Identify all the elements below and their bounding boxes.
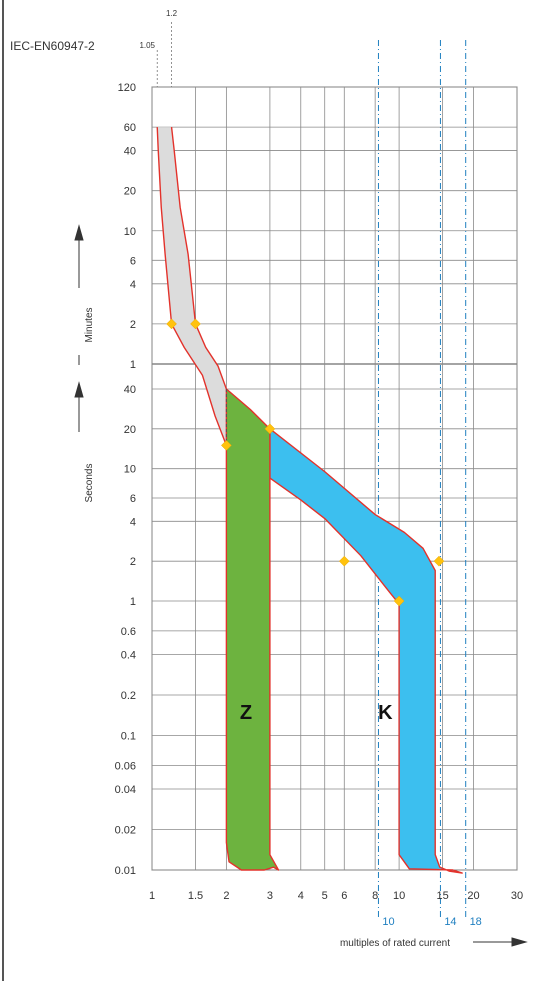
y-tick-label: 0.4 [121, 650, 136, 662]
x-arrow-icon [511, 937, 528, 947]
y-tick-label: 10 [124, 226, 136, 238]
axis-arrows [74, 224, 528, 947]
marker-points [166, 318, 445, 607]
y-tick-label: 120 [118, 82, 136, 94]
zone-k-label: K [378, 702, 393, 724]
y-tick-label: 40 [124, 384, 136, 396]
x-tick-label: 10 [393, 890, 405, 902]
y-tick-label: 2 [130, 556, 136, 568]
x-axis-label: multiples of rated current [340, 938, 450, 949]
y-tick-label: 0.06 [115, 760, 136, 772]
y-tick-label: 6 [130, 255, 136, 267]
x-tick-label: 1 [149, 890, 155, 902]
seconds-axis-label: Seconds [84, 464, 95, 503]
x-tick-label: 20 [467, 890, 479, 902]
x-tick-label: 3 [267, 890, 273, 902]
top-marker-label: 1.05 [139, 41, 155, 50]
y-tick-label: 4 [130, 516, 136, 528]
y-tick-label: 20 [124, 186, 136, 198]
minutes-arrow-icon [74, 224, 84, 241]
frame-left-border [2, 0, 4, 981]
y-tick-label: 6 [130, 493, 136, 505]
minutes-axis-label: Minutes [84, 307, 95, 342]
data-point-diamond [338, 555, 350, 567]
y-tick-label: 0.02 [115, 825, 136, 837]
y-tick-label: 1 [130, 596, 136, 608]
seconds-arrow-icon [74, 381, 84, 398]
blue-marker-label: 18 [470, 916, 482, 928]
data-point-diamond [393, 595, 405, 607]
zone-z-area [225, 388, 280, 871]
y-tick-label: 0.6 [121, 626, 136, 638]
data-point-diamond [221, 440, 232, 451]
top-marker-label: 1.2 [166, 9, 178, 18]
thermal-upper-curve [170, 127, 228, 390]
y-tick-label: 1 [130, 359, 136, 371]
x-tick-label: 30 [511, 890, 523, 902]
y-tick-label: 40 [124, 146, 136, 158]
x-tick-label: 6 [341, 890, 347, 902]
x-tick-label: 2 [223, 890, 229, 902]
chart-title: IEC-EN60947-2 [10, 39, 95, 53]
grid [151, 22, 518, 920]
data-point-diamond [166, 318, 177, 330]
y-tick-label: 20 [124, 424, 136, 436]
y-tick-label: 10 [124, 464, 136, 476]
x-tick-label: 8 [372, 890, 378, 902]
zone-k-area [269, 428, 463, 874]
data-point-diamond [433, 555, 445, 567]
x-tick-label: 5 [322, 890, 328, 902]
data-point-diamond [190, 318, 201, 330]
x-tick-label: 1.5 [188, 890, 203, 902]
y-tick-label: 4 [130, 279, 136, 291]
y-tick-label: 0.04 [115, 784, 136, 796]
blue-marker-label: 14 [444, 916, 456, 928]
x-tick-label: 4 [298, 890, 304, 902]
y-tick-label: 0.1 [121, 731, 136, 743]
x-tick-label: 15 [436, 890, 448, 902]
data-point-diamond [264, 423, 276, 435]
blue-marker-label: 10 [382, 916, 394, 928]
thermal-band-area [157, 127, 227, 446]
zone-z-label: Z [240, 702, 252, 724]
y-tick-label: 0.2 [121, 690, 136, 702]
y-tick-label: 0.01 [115, 865, 136, 877]
tick-labels: 12060402010642140201064210.60.40.20.10.0… [115, 9, 524, 928]
y-tick-label: 2 [130, 319, 136, 331]
y-tick-label: 60 [124, 122, 136, 134]
plot-frame [151, 86, 518, 871]
